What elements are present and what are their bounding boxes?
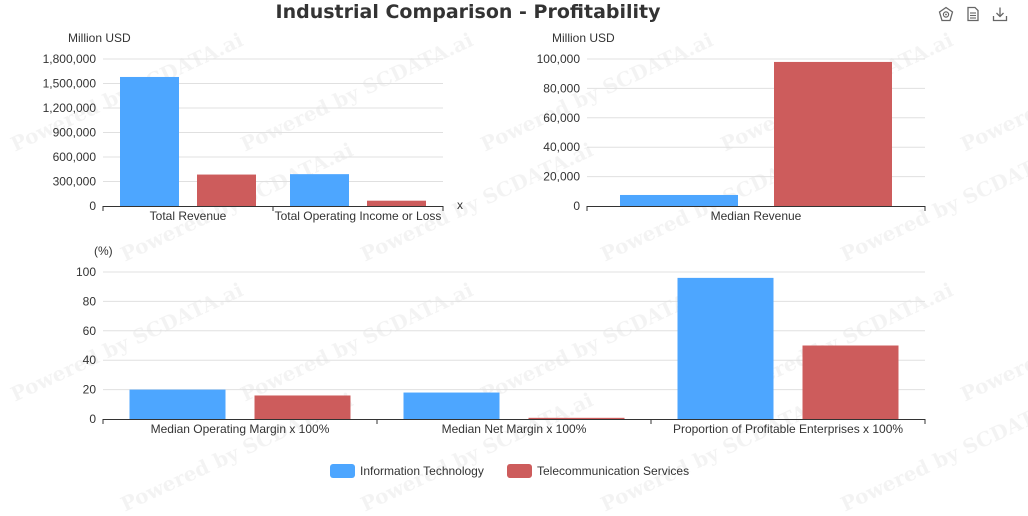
bar-information-technology (129, 389, 226, 419)
restore-icon[interactable] (938, 6, 954, 22)
bar-telecommunication-services (774, 61, 892, 206)
y-tick-label: 20,000 (543, 170, 580, 184)
y-tick-label: 20 (83, 383, 97, 397)
bar-information-technology (120, 76, 179, 206)
y-tick-label: 80,000 (543, 81, 580, 95)
y-axis-label: (%) (94, 244, 113, 258)
y-tick-label: 1,500,000 (43, 77, 97, 91)
chart-title: Industrial Comparison - Profitability (275, 1, 661, 23)
x-category-label: Proportion of Profitable Enterprises x 1… (673, 422, 903, 436)
y-axis-label: Million USD (68, 31, 131, 45)
y-tick-label: 60,000 (543, 111, 580, 125)
bar-information-technology (290, 174, 349, 206)
y-tick-label: 0 (573, 199, 580, 213)
bar-information-technology (403, 392, 500, 419)
legend-label: Information Technology (360, 464, 484, 478)
y-tick-label: 0 (89, 412, 96, 426)
x-category-label: Median Operating Margin x 100% (151, 422, 330, 436)
x-category-label: Total Revenue (150, 209, 227, 223)
y-tick-label: 900,000 (53, 126, 97, 140)
y-tick-label: 1,200,000 (43, 101, 97, 115)
legend-label: Telecommunication Services (537, 464, 689, 478)
chart-canvas: Million USD 0 300,000 600,000 900,000 1,200,0… (43, 31, 926, 478)
save-image-icon[interactable] (992, 6, 1008, 22)
toolbox (938, 6, 1008, 22)
bar-information-technology (620, 194, 738, 206)
y-tick-label: 300,000 (53, 175, 97, 189)
y-tick-label: 40 (83, 353, 97, 367)
bar-telecommunication-services (254, 395, 351, 419)
y-tick-label: 40,000 (543, 140, 580, 154)
y-tick-label: 0 (89, 199, 96, 213)
bar-telecommunication-services (197, 174, 256, 206)
y-tick-label: 60 (83, 324, 97, 338)
y-axis-label: Million USD (552, 31, 615, 45)
x-category-label: Median Net Margin x 100% (442, 422, 587, 436)
y-tick-label: 80 (83, 294, 97, 308)
bar-telecommunication-services (528, 417, 625, 419)
x-category-label: Total Operating Income or Loss (275, 209, 442, 223)
x-category-label: Median Revenue (711, 209, 802, 223)
y-tick-label: 600,000 (53, 150, 97, 164)
x-axis-label: x (457, 198, 463, 212)
legend-swatch (330, 464, 355, 478)
y-tick-label: 100 (76, 265, 96, 279)
y-tick-label: 100,000 (537, 52, 581, 66)
data-view-icon[interactable] (965, 6, 981, 22)
y-tick-label: 1,800,000 (43, 52, 97, 66)
bar-telecommunication-services (802, 345, 899, 419)
bar-telecommunication-services (367, 200, 426, 206)
bar-information-technology (677, 277, 774, 419)
legend-swatch (507, 464, 532, 478)
